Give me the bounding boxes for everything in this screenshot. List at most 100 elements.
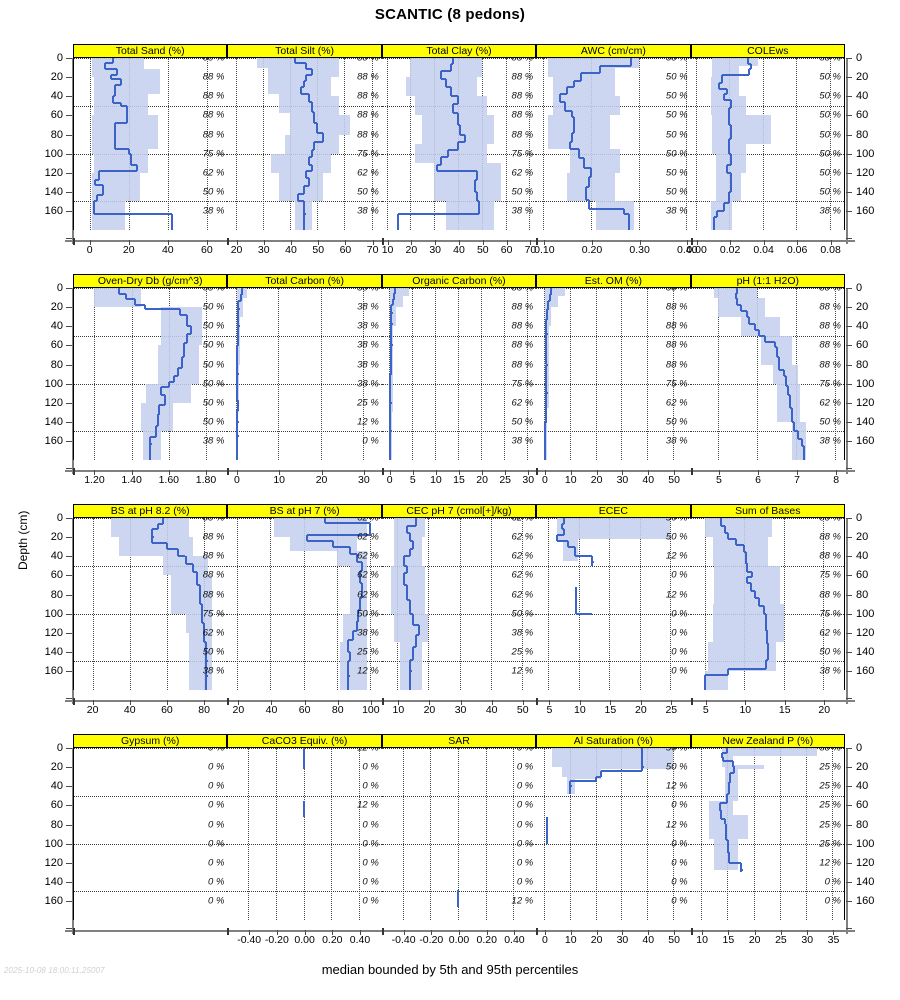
contributing-pedons-label: 62 % <box>665 397 688 409</box>
percentile-band <box>91 201 125 231</box>
median-line-segment <box>749 63 752 70</box>
x-tick <box>824 700 826 705</box>
median-line-segment <box>731 761 734 768</box>
median-line-segment <box>333 545 350 548</box>
median-line-segment <box>408 600 411 614</box>
panel-boundary-tick <box>381 468 384 475</box>
depth-tick-right <box>846 805 852 807</box>
panel-title: Total Silt (%) <box>227 44 382 58</box>
percentile-band <box>722 748 817 756</box>
panel-title: CEC pH 7 (cmol[+]/kg) <box>381 504 537 518</box>
x-gridline <box>806 748 808 921</box>
median-line-segment <box>716 211 719 217</box>
percentile-band <box>405 77 478 97</box>
percentile-band <box>142 431 162 461</box>
x-tick-label: 30 <box>257 244 270 256</box>
x-tick-label: 20 <box>86 704 99 716</box>
depth-tick-label-right: 120 <box>856 396 875 409</box>
median-line-segment <box>321 132 324 143</box>
contributing-pedons-label: 88 % <box>819 339 841 351</box>
median-line-segment <box>105 61 114 64</box>
median-line-segment <box>105 68 117 71</box>
median-line-segment <box>773 341 776 348</box>
depth-tick-label-left: 20 <box>50 531 63 544</box>
depth-gridline <box>227 431 382 433</box>
median-line-segment <box>729 138 732 141</box>
panel-plot-area: 88 % 88 % 88 % 88 % 88 % 75 % 62 % 50 % 38 % <box>73 518 228 691</box>
median-line-segment <box>734 292 737 300</box>
median-line-segment <box>204 661 207 676</box>
median-line-segment <box>726 838 729 841</box>
median-line-segment <box>306 177 310 180</box>
median-line-segment <box>728 107 731 125</box>
x-tick <box>459 240 460 245</box>
median-line-segment <box>727 839 730 854</box>
depth-tick-right <box>846 594 852 596</box>
depth-axis-end-left <box>66 238 72 240</box>
median-line-segment <box>390 430 393 433</box>
depth-tick-left <box>66 58 72 59</box>
percentile-band <box>544 307 552 327</box>
median-line-segment <box>143 305 146 310</box>
x-gridline <box>129 518 131 691</box>
median-line-segment <box>157 522 164 525</box>
median-line-segment <box>358 608 361 611</box>
contributing-pedons-label: 88 % <box>819 359 841 370</box>
median-line-segment <box>303 185 310 188</box>
depth-gridline <box>690 383 844 385</box>
percentile-band <box>349 565 367 614</box>
median-line-segment <box>751 571 754 578</box>
x-tick-label: 25 <box>499 474 512 486</box>
x-gridline <box>388 288 390 461</box>
median-line-segment <box>564 109 572 112</box>
median-line-segment <box>181 355 184 358</box>
contributing-pedons-label: 38 % <box>357 320 379 332</box>
median-line-segment <box>591 561 594 566</box>
contributing-pedons-label: 50 % <box>665 748 688 754</box>
panel-title: Total Clay (%) <box>381 44 537 58</box>
contributing-pedons-label: 25 % <box>357 397 379 409</box>
depth-tick-left <box>66 191 72 193</box>
x-tick <box>514 930 516 935</box>
panel-boundary-tick <box>536 698 539 705</box>
panel-boundary-tick <box>381 238 384 245</box>
median-line-segment <box>568 142 571 149</box>
contributing-pedons-label: 50 % <box>202 416 225 428</box>
contributing-pedons-label: 38 % <box>202 665 225 677</box>
panel-plot-area: 50 % 50 % 12 % 0 % 12 % 0 % 0 % 0 % 0 % <box>536 748 691 921</box>
x-tick-label: 6 <box>755 474 761 486</box>
x-tick-label: 20 <box>122 244 135 256</box>
contributing-pedons-label: 62 % <box>357 550 379 562</box>
median-line-segment <box>440 71 443 80</box>
median-line-segment <box>720 811 723 819</box>
percentile-band <box>724 767 765 770</box>
median-line-segment <box>729 106 732 109</box>
depth-tick-label-left: 40 <box>50 320 63 333</box>
contributing-pedons-label: 0 % <box>208 780 225 792</box>
percentile-band <box>268 77 331 95</box>
median-line-segment <box>98 170 101 181</box>
x-tick-label: 20 <box>315 474 328 486</box>
median-line-segment <box>368 522 371 536</box>
depth-tick-label-right: 60 <box>856 569 869 582</box>
x-tick-label: 10 <box>739 704 752 716</box>
median-line-segment <box>800 439 803 446</box>
x-tick-label: 1.80 <box>195 474 217 486</box>
x-tick <box>696 240 698 245</box>
contributing-pedons-label: 12 % <box>357 665 379 677</box>
median-line-segment <box>548 300 551 303</box>
median-line-segment <box>182 343 185 357</box>
median-line-segment <box>408 548 411 557</box>
depth-tick-left <box>66 172 72 174</box>
x-tick-label: 20 <box>405 244 418 256</box>
depth-tick-right <box>846 748 852 749</box>
median-line-segment <box>236 421 239 437</box>
x-tick <box>412 470 414 475</box>
median-line-segment <box>474 179 478 182</box>
contributing-pedons-label: 25 % <box>819 819 841 830</box>
x-tick <box>204 700 206 705</box>
percentile-band <box>714 838 738 871</box>
median-line-segment <box>586 198 589 201</box>
contributing-pedons-label: 50 % <box>665 129 688 140</box>
median-line-segment <box>158 404 161 415</box>
